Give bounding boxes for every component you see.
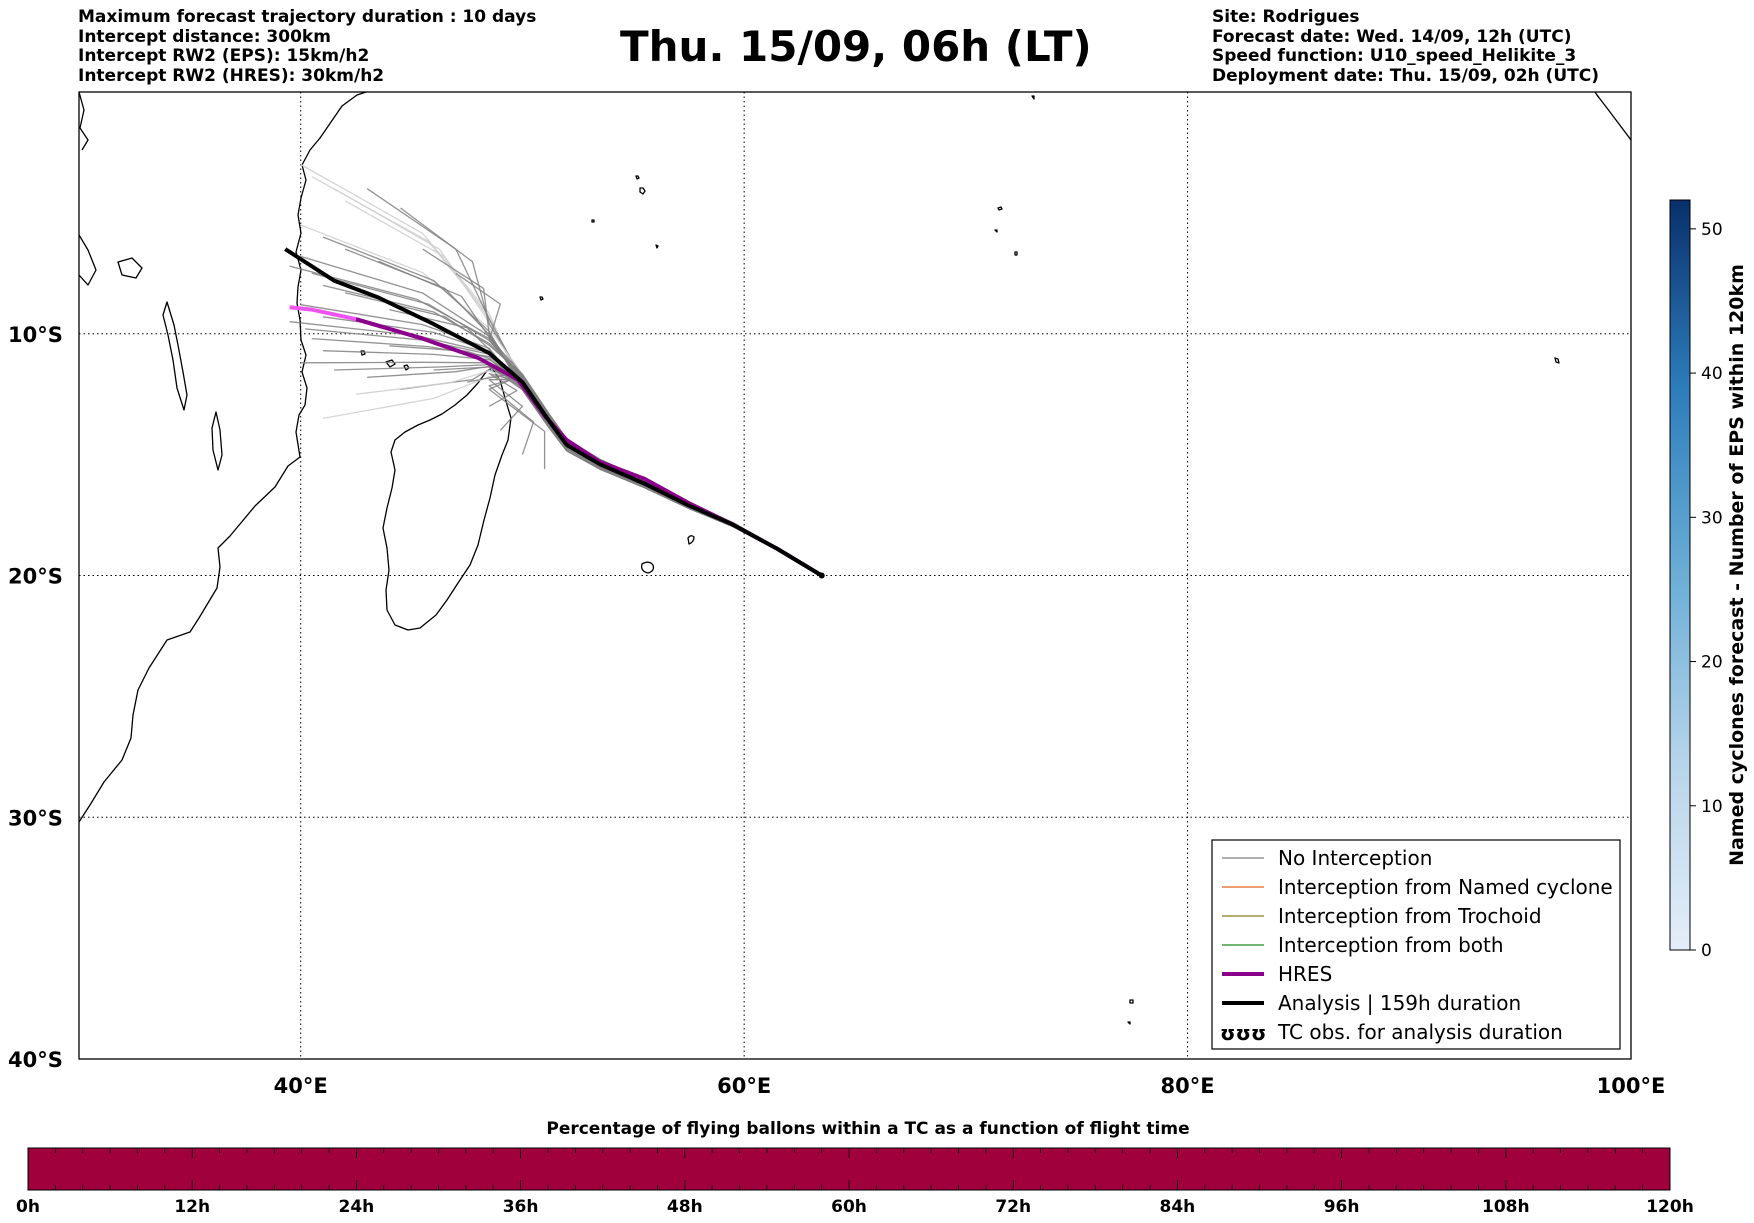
legend-item-label: Interception from both: [1278, 933, 1504, 957]
header-left-line: Intercept RW2 (HRES): 30km/h2: [78, 65, 385, 86]
colorbar-flight-time-tick-label: 36h: [503, 1197, 539, 1217]
lon-tick-label: 100°E: [1597, 1074, 1666, 1098]
header-right-info: Site: Rodrigues Forecast date: Wed. 14/0…: [1212, 7, 1599, 86]
colorbar-eps-tick-label: 10: [1701, 797, 1723, 817]
analysis-track: [284, 247, 823, 578]
header-left-line: Intercept distance: 300km: [78, 26, 331, 47]
lat-tick-label: 20°S: [8, 565, 63, 589]
colorbar-flight-time-tick-label: 0h: [16, 1197, 40, 1217]
legend-item-label: TC obs. for analysis duration: [1277, 1020, 1563, 1044]
lon-tick-label: 80°E: [1161, 1074, 1215, 1098]
map-legend: No Interception Interception from Named c…: [1211, 839, 1621, 1050]
trajectory-tracks: [284, 163, 825, 579]
colorbar-flight-time-title: Percentage of flying ballons within a TC…: [546, 1119, 1189, 1139]
colorbar-eps-bar: [1669, 199, 1691, 951]
colorbar-flight-time-tick-label: 60h: [831, 1197, 867, 1217]
header-left-line: Maximum forecast trajectory duration : 1…: [78, 7, 537, 27]
coastline-lake-west: [79, 234, 97, 286]
legend-item-label: Interception from Named cyclone: [1278, 875, 1613, 899]
map-axis-ticks: 40°E 60°E 80°E 100°E 10°S 20°S 30°S 40°S: [8, 323, 1665, 1098]
coastline-lake-tanganyika: [162, 301, 188, 411]
colorbar-flight-time-tick-label: 24h: [339, 1197, 375, 1217]
colorbar-eps-tick-label: 30: [1701, 508, 1723, 528]
colorbar-eps-tick-label: 50: [1701, 220, 1723, 240]
coastline-sumatra: [1596, 94, 1631, 141]
colorbar-flight-time-tick-label: 84h: [1160, 1197, 1196, 1217]
lat-tick-label: 40°S: [8, 1048, 63, 1072]
colorbar-flight-time-tick-label: 120h: [1646, 1197, 1694, 1217]
lat-tick-label: 30°S: [8, 806, 63, 830]
colorbar-eps-tick-label: 0: [1701, 941, 1712, 961]
coastline-chagos-maldives: [994, 95, 1134, 1025]
map-gridlines: [79, 92, 1631, 1059]
coastline-lake-malawi: [211, 411, 223, 471]
legend-item-label: Analysis | 159h duration: [1278, 991, 1521, 1015]
coastline-africa: [79, 92, 367, 823]
colorbar-eps: 0 10 20 30 40 50 Named cyclones forecast - Nu…: [1669, 199, 1748, 961]
header-right-line: Deployment date: Thu. 15/09, 02h (UTC): [1212, 65, 1599, 86]
legend-tc-obs-icon: ʊʊʊ: [1220, 1021, 1266, 1045]
header-left-info: Maximum forecast trajectory duration : 1…: [78, 7, 537, 86]
colorbar-flight-time-tick-label: 72h: [995, 1197, 1031, 1217]
launch-site-marker: [818, 572, 825, 579]
header-left-line: Intercept RW2 (EPS): 15km/h2: [78, 46, 370, 66]
legend-item-label: No Interception: [1278, 846, 1432, 870]
colorbar-eps-ticks: 0 10 20 30 40 50: [1690, 220, 1723, 961]
lat-tick-label: 10°S: [8, 323, 63, 347]
colorbar-eps-label: Named cyclones forecast - Number of EPS …: [1726, 264, 1748, 866]
lon-tick-label: 40°E: [274, 1074, 328, 1098]
lon-tick-label: 60°E: [717, 1074, 771, 1098]
coastline-arabia-horn: [79, 92, 89, 151]
colorbar-flight-time-tick-label: 48h: [667, 1197, 703, 1217]
legend-box: [1211, 839, 1621, 1050]
colorbar-flight-time: Percentage of flying ballons within a TC…: [16, 1119, 1694, 1217]
legend-item-label: Interception from Trochoid: [1278, 904, 1542, 928]
colorbar-eps-tick-label: 20: [1701, 653, 1723, 673]
coastline-seychelles: [539, 175, 659, 301]
colorbar-flight-time-tick-label: 108h: [1482, 1197, 1530, 1217]
coastline-madagascar: [382, 367, 512, 631]
colorbar-flight-time-tick-label: 12h: [174, 1197, 210, 1217]
colorbar-eps-tick-label: 40: [1701, 364, 1723, 384]
coastline-mauritius-reunion: [640, 535, 695, 574]
coastline-india-tip: [1594, 92, 1600, 99]
coastlines: [79, 92, 1631, 1025]
colorbar-flight-time-tick-label: 96h: [1324, 1197, 1360, 1217]
map-frame: [78, 91, 1632, 1060]
header-right-line: Forecast date: Wed. 14/09, 12h (UTC): [1212, 26, 1572, 47]
legend-item-label: HRES: [1278, 962, 1332, 986]
coastline-lake-victoria: [117, 257, 143, 279]
header-right-line: Speed function: U10_speed_Helikite_3: [1212, 46, 1577, 66]
header-right-line: Site: Rodrigues: [1212, 7, 1360, 27]
page-title: Thu. 15/09, 06h (LT): [620, 22, 1092, 71]
colorbar-flight-time-ticks: 0h 12h 24h 36h 48h 60h 72h 84h 96h 108h 120h: [16, 1148, 1694, 1217]
coastline-cocos: [1554, 357, 1560, 364]
